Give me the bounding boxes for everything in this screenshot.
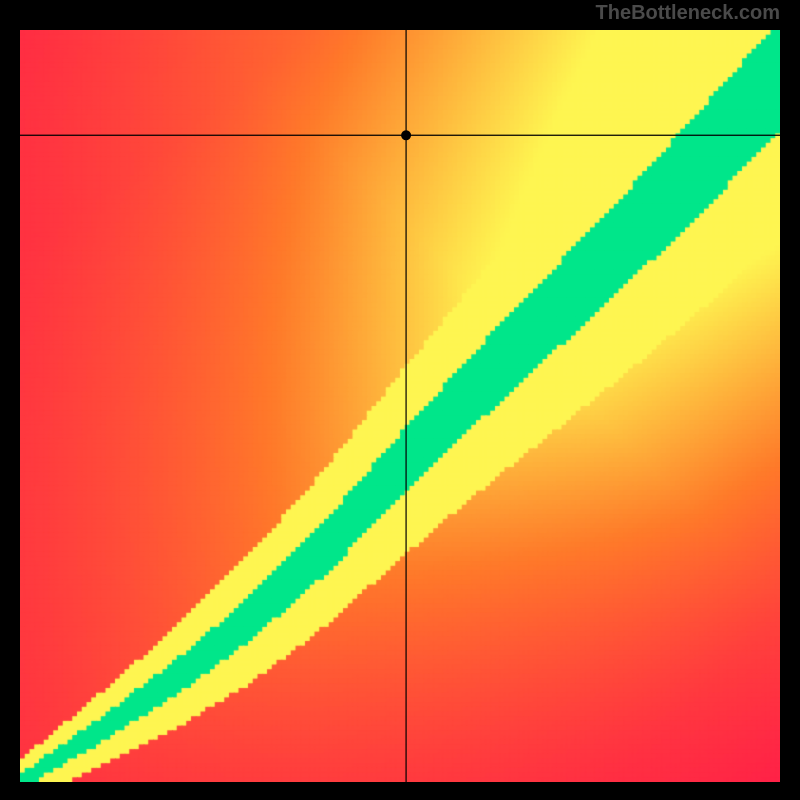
chart-container: { "watermark": { "text": "TheBottleneck.… xyxy=(0,0,800,800)
heatmap-canvas xyxy=(20,30,780,782)
heatmap-plot xyxy=(20,30,780,782)
watermark-text: TheBottleneck.com xyxy=(596,2,780,25)
